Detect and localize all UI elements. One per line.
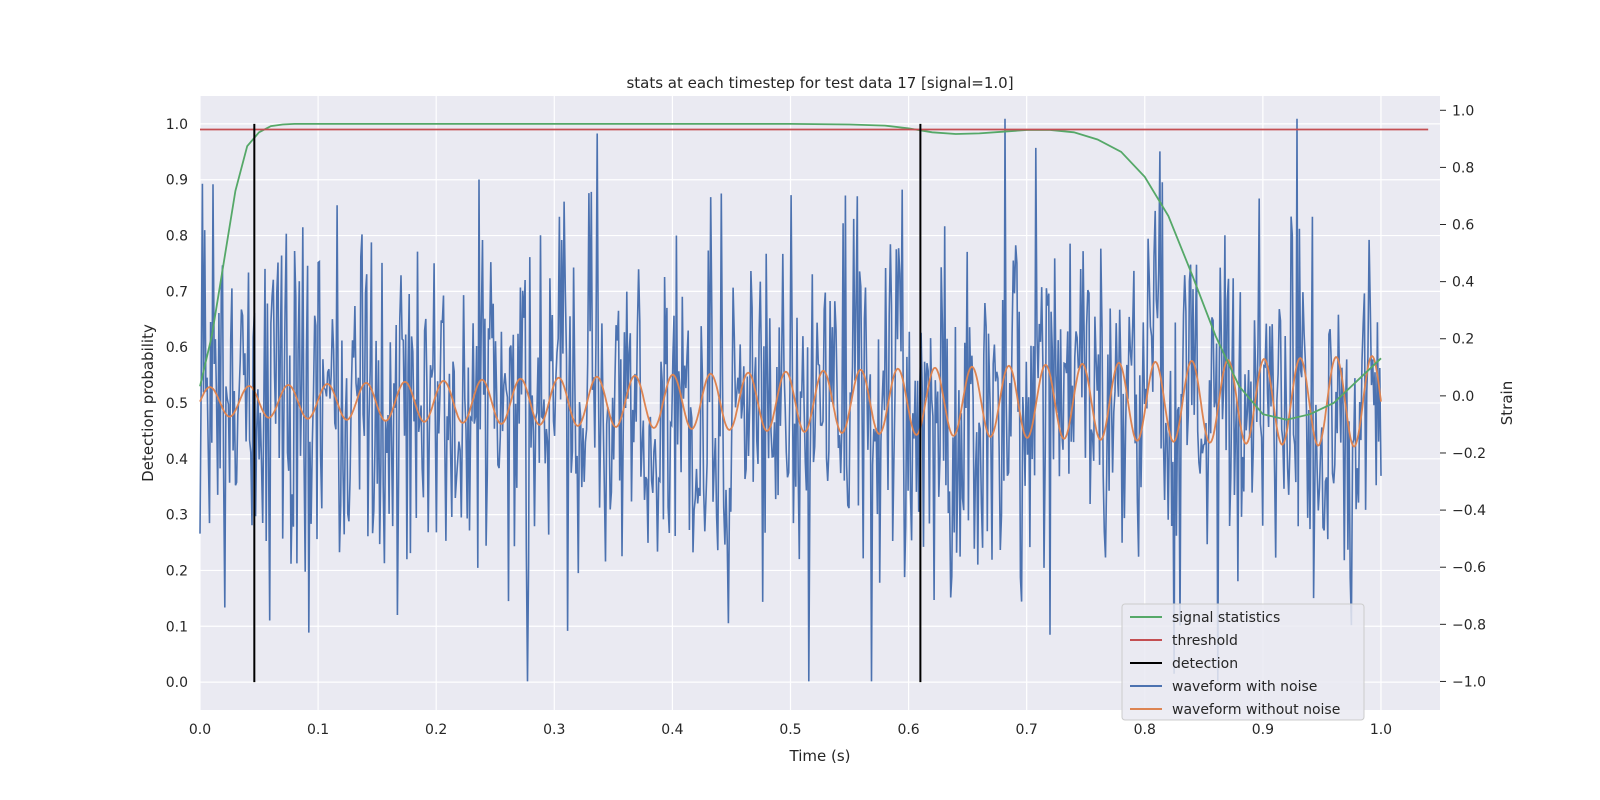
- y2-tick-label: 0.4: [1452, 275, 1474, 291]
- y-tick-label: 0.4: [166, 452, 188, 468]
- x-tick-label: 0.0: [189, 722, 211, 738]
- legend-item-threshold: threshold: [1130, 633, 1238, 649]
- y2-tick-label: 0.8: [1452, 160, 1474, 176]
- y2-tick-label: −0.2: [1452, 446, 1486, 462]
- legend-item-waveform-without-noise: waveform without noise: [1130, 702, 1340, 718]
- y2-tick-labels: −1.0 −0.8 −0.6 −0.4 −0.2 0.0 0.2 0.4 0.6 0.8 1.0: [1440, 103, 1486, 690]
- x-tick-label: 0.9: [1252, 722, 1274, 738]
- line-waveform-without-noise: [199, 355, 1382, 448]
- series-signal-statistics: [199, 123, 1382, 421]
- series-waveform-without-noise: [199, 355, 1382, 448]
- x-tick-label: 0.4: [661, 722, 683, 738]
- series-detection: [253, 123, 922, 683]
- y2-tick-label: −0.8: [1452, 617, 1486, 633]
- x-tick-label: 0.1: [307, 722, 329, 738]
- chart-title: stats at each timestep for test data 17 …: [626, 74, 1013, 92]
- line-waveform-with-noise: [199, 118, 1382, 682]
- line-signal-statistics: [199, 123, 1382, 421]
- y-tick-label: 0.8: [166, 229, 188, 245]
- legend-item-signal-statistics: signal statistics: [1130, 610, 1280, 626]
- y-tick-label: 0.0: [166, 675, 188, 691]
- x-tick-label: 0.6: [897, 722, 919, 738]
- y2-tick-label: −1.0: [1452, 674, 1486, 690]
- x-axis-label: Time (s): [789, 747, 851, 765]
- y2-tick-label: −0.6: [1452, 560, 1486, 576]
- x-tick-label: 0.8: [1134, 722, 1156, 738]
- series-waveform-with-noise: [199, 118, 1382, 682]
- legend-label-waveform-without-noise: waveform without noise: [1172, 702, 1340, 718]
- x-tick-label: 0.7: [1016, 722, 1038, 738]
- y-tick-labels: 0.0 0.1 0.2 0.3 0.4 0.5 0.6 0.7 0.8 0.9 1.0: [166, 117, 188, 691]
- y-tick-label: 0.7: [166, 284, 188, 300]
- y2-tick-label: 1.0: [1452, 103, 1474, 119]
- y2-tick-label: 0.0: [1452, 389, 1474, 405]
- legend-item-waveform-with-noise: waveform with noise: [1130, 679, 1317, 695]
- y-axis-label: Detection probability: [139, 324, 157, 482]
- y2-tick-label: 0.2: [1452, 332, 1474, 348]
- legend-label-detection: detection: [1172, 656, 1238, 672]
- x-tick-label: 0.3: [543, 722, 565, 738]
- legend-item-detection: detection: [1130, 656, 1238, 672]
- y2-tick-label: 0.6: [1452, 218, 1474, 234]
- legend-box: [1121, 603, 1365, 721]
- legend-label-signal-statistics: signal statistics: [1172, 610, 1280, 626]
- x-tick-label: 0.5: [779, 722, 801, 738]
- legend-label-threshold: threshold: [1172, 633, 1238, 649]
- y-tick-label: 0.6: [166, 340, 188, 356]
- x-tick-label: 1.0: [1370, 722, 1392, 738]
- y-tick-label: 0.2: [166, 563, 188, 579]
- x-tick-label: 0.2: [425, 722, 447, 738]
- legend-label-waveform-with-noise: waveform with noise: [1172, 679, 1317, 695]
- y-tick-label: 0.9: [166, 173, 188, 189]
- y2-tick-label: −0.4: [1452, 503, 1486, 519]
- y-tick-label: 0.5: [166, 396, 188, 412]
- y2-axis-label: Strain: [1498, 381, 1516, 425]
- y-tick-label: 1.0: [166, 117, 188, 133]
- y-tick-label: 0.1: [166, 619, 188, 635]
- y-tick-label: 0.3: [166, 508, 188, 524]
- x-tick-labels: 0.0 0.1 0.2 0.3 0.4 0.5 0.6 0.7 0.8 0.9 1.0: [189, 722, 1392, 738]
- legend: signal statistics threshold detection wa…: [1121, 603, 1365, 721]
